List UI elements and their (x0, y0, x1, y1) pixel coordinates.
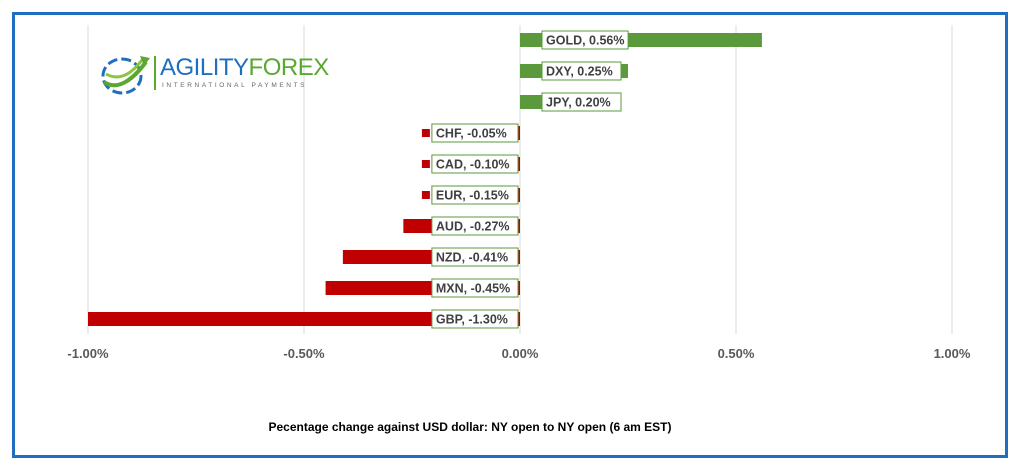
agility-forex-logo: AGILITYFOREX INTERNATIONAL PAYMENTS (98, 52, 329, 96)
chart-frame (12, 12, 1008, 458)
data-label: MXN, -0.45% (436, 282, 510, 296)
legend-key-icon (421, 129, 430, 137)
globe-arrow-icon (101, 56, 150, 95)
x-axis-title: Pecentage change against USD dollar: NY … (268, 420, 672, 434)
x-tick-label: -0.50% (283, 346, 325, 361)
data-label-box (431, 123, 519, 143)
data-label-box (541, 61, 622, 81)
data-label-box (431, 216, 519, 236)
data-label-box (541, 30, 629, 50)
logo-text-forex: FOREX (248, 54, 330, 81)
x-tick-label: 1.00% (934, 346, 971, 361)
data-label: CAD, -0.10% (436, 158, 510, 172)
data-label: DXY, 0.25% (546, 65, 613, 79)
data-label-box (431, 309, 519, 329)
x-tick-label: 0.00% (502, 346, 539, 361)
data-label-box (431, 278, 519, 298)
data-label: JPY, 0.20% (546, 96, 611, 110)
data-label-box (431, 247, 519, 267)
data-label-box (541, 92, 622, 112)
data-label-box (431, 185, 519, 205)
data-label: EUR, -0.15% (436, 189, 509, 203)
legend-key-icon (421, 160, 430, 168)
data-label: NZD, -0.41% (436, 251, 508, 265)
bar-gbp (88, 312, 520, 326)
data-label: GOLD, 0.56% (546, 34, 625, 48)
x-tick-label: -1.00% (67, 346, 109, 361)
x-tick-label: 0.50% (718, 346, 755, 361)
data-label: CHF, -0.05% (436, 127, 507, 141)
logo-text-agility: AGILITY (160, 54, 249, 81)
data-label-box (431, 154, 519, 174)
data-label: GBP, -1.30% (436, 313, 508, 327)
logo-tagline: INTERNATIONAL PAYMENTS (162, 82, 308, 89)
data-label: AUD, -0.27% (436, 220, 510, 234)
legend-key-icon (421, 191, 430, 199)
